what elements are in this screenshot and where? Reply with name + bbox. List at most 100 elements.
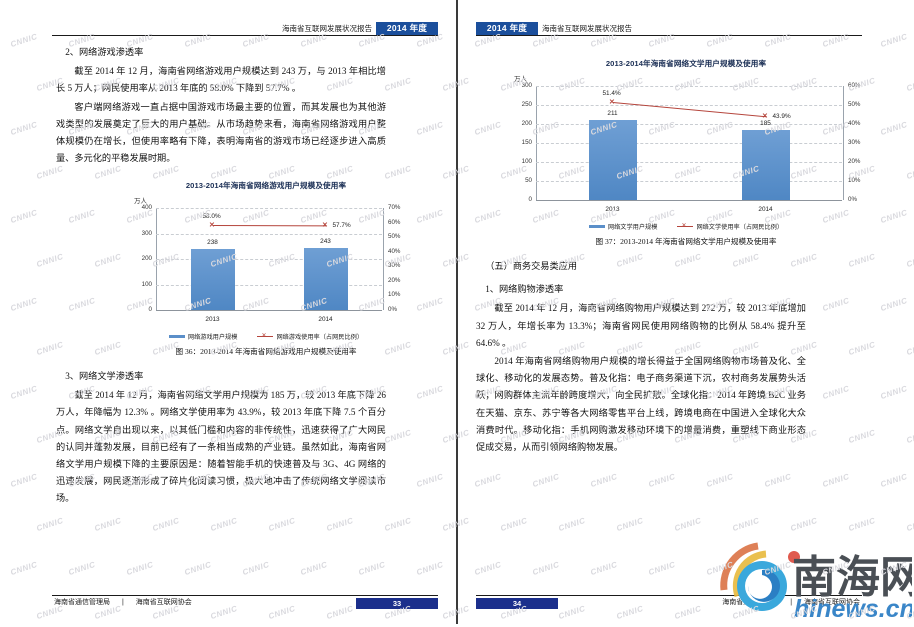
chart36-plot: 万人 0 100 200 300 400 0% 10% 20% 30% 40% 50% 60% 70% 23… xyxy=(116,196,416,356)
chart36-line-marker: ✕ xyxy=(322,222,328,230)
chart37-legend-label: 网络文学用户规模 xyxy=(607,224,658,231)
chart37-y-right-tick: 0% xyxy=(848,196,857,203)
chart36-line-marker: ✕ xyxy=(209,221,215,229)
chart37-bar-value: 185 xyxy=(760,119,771,127)
chart37-y-right-tick: 40% xyxy=(848,120,861,127)
chart37-y-left-tick: 100 xyxy=(521,158,532,165)
footer-rule xyxy=(476,595,862,596)
right-heading-section: （五）商务交易类应用 xyxy=(485,261,578,271)
chart36-y-left-tick: 300 xyxy=(141,229,152,237)
header-rule xyxy=(52,35,438,36)
hinews-logo: 南海网 hinews.cn xyxy=(662,534,914,623)
logo-cn-name: 南海网 xyxy=(792,553,912,602)
page-number-right: 34 xyxy=(476,598,558,609)
chart37-caption: 图 37：2013-2014 年海南省网络文学用户规模及使用率 xyxy=(595,237,777,246)
chart36-y-right-tick: 50% xyxy=(388,233,401,241)
chart37-legend-label: 网络文学使用率（占网民比例） xyxy=(696,224,784,231)
chart36-legend: 网络游戏用户规模 网络游戏使用率（占网民比例） xyxy=(116,332,416,341)
chart37-plot: 万人 0 50 100 150 200 250 300 0% 10% 20% 30% 40% 50% 60%… xyxy=(484,74,888,252)
chart36-unit-label: 万人 xyxy=(134,198,147,205)
chart36-gridline xyxy=(156,208,382,209)
legend-line-swatch-icon xyxy=(677,222,694,229)
chart36-gridline xyxy=(156,233,382,235)
chart37-y-left-tick: 0 xyxy=(528,196,532,203)
chart36-x-axis xyxy=(156,310,382,311)
left-heading-game: 2、网络游戏渗透率 xyxy=(65,47,144,57)
chart37-y-left-tick: 50 xyxy=(525,177,532,184)
chart36-line-value: 57.7% xyxy=(332,221,351,229)
chart36-y-right-tick: 10% xyxy=(388,291,401,299)
header-report-title: 海南省互联网发展状况报告 xyxy=(282,24,372,33)
chart37-line-marker: ✕ xyxy=(762,113,768,121)
chart37-y-right-tick: 10% xyxy=(848,177,861,184)
header-report-title: 海南省互联网发展状况报告 xyxy=(542,24,632,33)
left-para-3: 截至 2014 年 12 月，海南省网络文学用户规模为 185 万，较 2013… xyxy=(56,390,386,504)
chart37-line-marker: ✕ xyxy=(609,98,615,106)
chart37-y-right-tick: 60% xyxy=(848,82,861,89)
chart37-y-left-tick: 150 xyxy=(521,139,532,146)
chart36-legend-label: 网络游戏使用率（占网民比例） xyxy=(276,334,364,341)
right-body-text: （五）商务交易类应用 1、网络购物渗透率 截至 2014 年 12 月，海南省网… xyxy=(476,258,806,457)
chart36-y-right-tick: 40% xyxy=(388,247,401,255)
chart36-bar-value: 238 xyxy=(207,239,218,247)
chart36-bar-value: 243 xyxy=(320,238,331,246)
header-rule xyxy=(476,35,862,36)
chart36-x-tick: 2013 xyxy=(205,316,220,323)
header-year-badge: 2014 年度 xyxy=(476,22,538,35)
chart37-x-axis xyxy=(536,200,842,201)
spread-gutter-divider xyxy=(456,0,458,624)
header-year-badge: 2014 年度 xyxy=(376,22,438,35)
chart36-y-right-tick: 60% xyxy=(388,218,401,226)
chart37-line-value: 43.9% xyxy=(772,112,791,120)
footer-org-2: 海南省互联网协会 xyxy=(804,599,860,606)
chart37-y-left-tick: 250 xyxy=(521,101,532,108)
chart36-x-tick: 2014 xyxy=(318,316,333,323)
footer-separator: | xyxy=(121,599,124,606)
footer-org-2: 海南省互联网协会 xyxy=(135,599,192,606)
chart36-legend-item: 网络游戏使用率（占网民比例） xyxy=(257,332,363,341)
chart37-line-value: 51.4% xyxy=(602,90,621,98)
legend-bar-swatch-icon xyxy=(168,335,185,338)
chart37-bar xyxy=(741,129,790,200)
chart36-legend-label: 网络游戏用户规模 xyxy=(187,334,238,341)
right-para-1: 截至 2014 年 12 月，海南省网络购物用户规模达到 272 万，较 201… xyxy=(476,303,806,348)
page-left: 2014 年度 海南省互联网发展状况报告 2、网络游戏渗透率 截至 2014 年… xyxy=(0,0,456,624)
footer-orgs: 海南省通信管理局 | 海南省互联网协会 xyxy=(54,597,192,607)
left-heading-literature: 3、网络文学渗透率 xyxy=(65,371,144,381)
chart36-bar xyxy=(190,249,235,310)
chart37-gridline xyxy=(536,162,842,163)
chart37-bar-value: 211 xyxy=(607,109,618,117)
chart37-y-right-tick: 50% xyxy=(848,101,861,108)
chart37-gridline xyxy=(536,105,842,106)
chart-37-title: 2013-2014年海南省网络文学用户规模及使用率 xyxy=(605,59,767,68)
logo-url: hinews.cn xyxy=(794,595,912,622)
chart37-unit-label: 万人 xyxy=(514,76,527,83)
chart37-y-left-tick: 300 xyxy=(521,82,532,89)
chart37-y-right-tick: 20% xyxy=(848,158,861,165)
footer-org-1: 海南省通信管理局 xyxy=(54,599,110,606)
chart37-x-tick: 2013 xyxy=(605,206,620,213)
right-para-2: 2014 年海南省网络购物用户规模的增长得益于全国网络购物市场普及化、全球化、移… xyxy=(476,356,806,453)
right-heading-shopping: 1、网络购物渗透率 xyxy=(485,284,564,295)
chart36-y-right-tick: 0% xyxy=(388,306,397,313)
chart36-gridline xyxy=(156,259,382,260)
left-body-text: 2、网络游戏渗透率 截至 2014 年 12 月，海南省网络游戏用户规模达到 2… xyxy=(56,44,386,168)
page-number-left: 33 xyxy=(356,598,438,609)
chart-36-title: 2013-2014年海南省网络游戏用户规模及使用率 xyxy=(185,181,347,190)
legend-line-swatch-icon xyxy=(257,332,274,339)
chart36-legend-item: 网络游戏用户规模 xyxy=(168,332,238,341)
chart36-y-left-tick: 100 xyxy=(141,280,152,288)
chart37-gridline xyxy=(536,143,842,144)
spiral-swirl-icon xyxy=(720,542,800,611)
left-para-2: 客户端网络游戏一直占据中国游戏市场最主要的位置，而其发展也为其他游戏类型的发展奠… xyxy=(56,101,386,164)
chart36-y-left-tick: 400 xyxy=(141,204,152,211)
chart36-y-right-tick: 20% xyxy=(388,276,401,284)
footer-rule xyxy=(52,595,438,596)
chart36-caption: 图 36：2013-2014 年海南省网络游戏用户规模及使用率 xyxy=(175,347,357,356)
chart37-legend-item: 网络文学用户规模 xyxy=(588,222,658,231)
chart36-y-left-tick: 200 xyxy=(141,255,152,262)
chart37-legend-item: 网络文学使用率（占网民比例） xyxy=(677,222,783,231)
left-body-text-2: 3、网络文学渗透率 截至 2014 年 12 月，海南省网络文学用户规模为 18… xyxy=(56,368,386,509)
footer-separator: | xyxy=(790,599,793,606)
